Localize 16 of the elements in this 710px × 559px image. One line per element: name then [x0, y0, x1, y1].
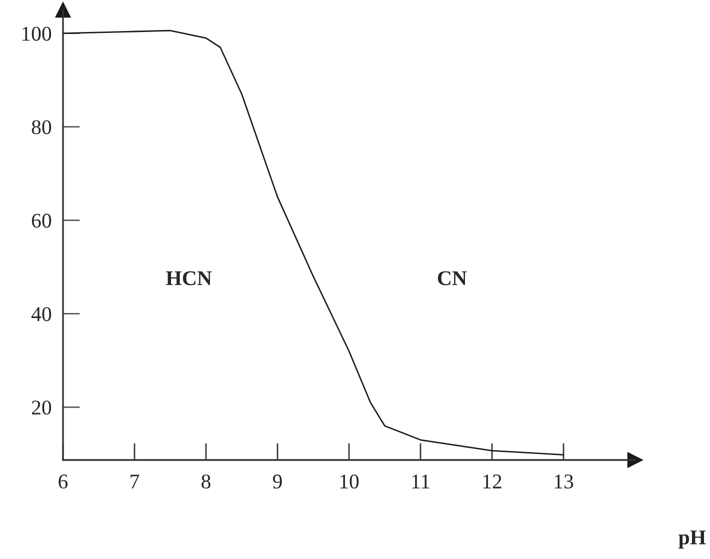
x-tick-label: 13 [554, 474, 574, 489]
y-tick-label: 100 [22, 26, 52, 41]
annotation: CN [438, 271, 467, 286]
annotation: HCN [166, 271, 212, 286]
y-tick-label: 20 [32, 400, 52, 415]
x-tick-label: 11 [412, 474, 430, 488]
x-axis-title: pH [678, 530, 706, 549]
x-tick-label: 10 [340, 474, 359, 489]
x-tick-label: 12 [483, 474, 502, 488]
x-tick-label: 8 [202, 474, 210, 489]
x-tick-label: 6 [58, 474, 68, 489]
x-tick-label: 7 [130, 474, 140, 488]
x-tick-label: 9 [272, 474, 282, 489]
y-tick-label: 60 [32, 214, 52, 228]
y-tick-label: 40 [31, 307, 52, 322]
y-tick-label: 80 [32, 120, 52, 134]
